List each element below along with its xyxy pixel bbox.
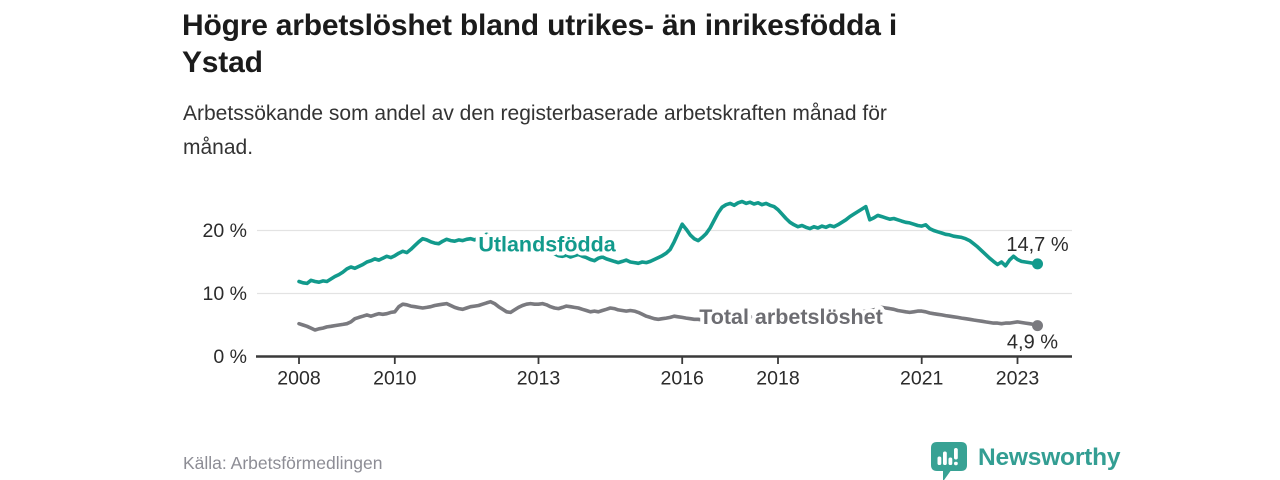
logo-bar-2	[943, 451, 947, 465]
x-tick-label: 2013	[517, 368, 560, 390]
x-tick-label: 2021	[900, 368, 943, 390]
page-title: Högre arbetslöshet bland utrikes- än inr…	[182, 9, 897, 79]
y-tick-label: 0 %	[213, 346, 247, 368]
newsworthy-logo-text: Newsworthy	[978, 444, 1121, 471]
chart-subtitle: Arbetssökande som andel av den registerb…	[183, 102, 887, 159]
total-series-label: Total arbetslöshet	[699, 305, 883, 329]
newsworthy-logo-icon	[931, 442, 967, 480]
x-tick-label: 2010	[373, 368, 417, 390]
x-tick-label: 2018	[756, 368, 799, 390]
logo-exclamation-dot	[954, 461, 958, 466]
logo-bar-1	[937, 456, 942, 465]
x-tick-label: 2023	[996, 368, 1039, 390]
total-series-line	[297, 299, 1040, 332]
utlandsfodda-series-line	[297, 199, 1040, 286]
utlandsfodda-end-dot	[1032, 258, 1043, 270]
newsworthy-logo: Newsworthy	[930, 441, 1121, 480]
logo-exclamation-bar	[954, 448, 958, 460]
x-tick-label: 2008	[277, 368, 320, 390]
source-note: Källa: Arbetsförmedlingen	[183, 453, 383, 473]
y-tick-label: 20 %	[203, 220, 247, 242]
utlandsfodda-end-value-label: 14,7 %	[1006, 234, 1068, 256]
x-tick-label: 2016	[661, 368, 704, 390]
utlandsfodda-series-label: Utlandsfödda	[478, 233, 616, 257]
total-end-dot	[1032, 320, 1043, 332]
logo-bar-3	[948, 457, 953, 465]
y-tick-label: 10 %	[203, 283, 247, 305]
total-end-value-label: 4,9 %	[1007, 332, 1058, 354]
